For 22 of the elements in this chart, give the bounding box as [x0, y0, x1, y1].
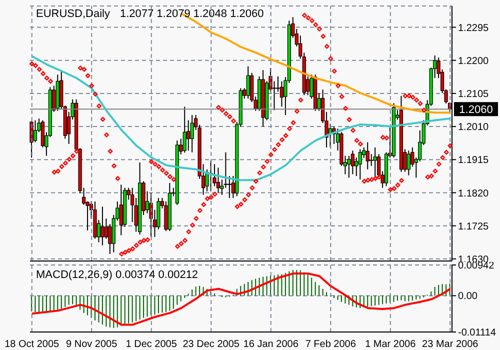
x-tick-label: 1 Mar 2006: [365, 339, 416, 350]
y-tick-label: 1.1820: [458, 188, 490, 200]
x-tick-label: 7 Feb 2006: [305, 339, 356, 350]
y-tick-label: 0.00942: [458, 260, 495, 272]
x-tick-label: 9 Nov 2005: [66, 339, 118, 350]
x-tick-label: 23 Mar 2006: [422, 339, 479, 350]
y-tick-label: 1.2295: [458, 22, 490, 34]
y-tick-label: 1.2010: [458, 122, 490, 134]
chart-title: MACD(12,26,9) 0.00374 0.00212: [36, 269, 198, 281]
y-tick-label: -0.01114: [458, 328, 496, 339]
chart-title: EURUSD,Daily: [36, 8, 110, 20]
ref-line-label: 1.2060: [459, 104, 493, 116]
y-tick-label: 1.2200: [458, 56, 490, 67]
y-tick-label: 1.1725: [458, 221, 490, 232]
x-tick-label: 23 Dec 2005: [182, 339, 240, 350]
chart-subtitle: 1.2077 1.2079 1.2048 1.2060: [120, 8, 264, 20]
x-tick-label: 1 Dec 2005: [126, 339, 178, 350]
y-tick-label: 1.2105: [458, 88, 490, 100]
y-tick-label: 1.1915: [458, 155, 490, 166]
y-tick-label: 0.00: [458, 291, 478, 302]
x-tick-label: 18 Oct 2005: [4, 339, 60, 350]
x-tick-label: 16 Jan 2006: [243, 339, 299, 350]
